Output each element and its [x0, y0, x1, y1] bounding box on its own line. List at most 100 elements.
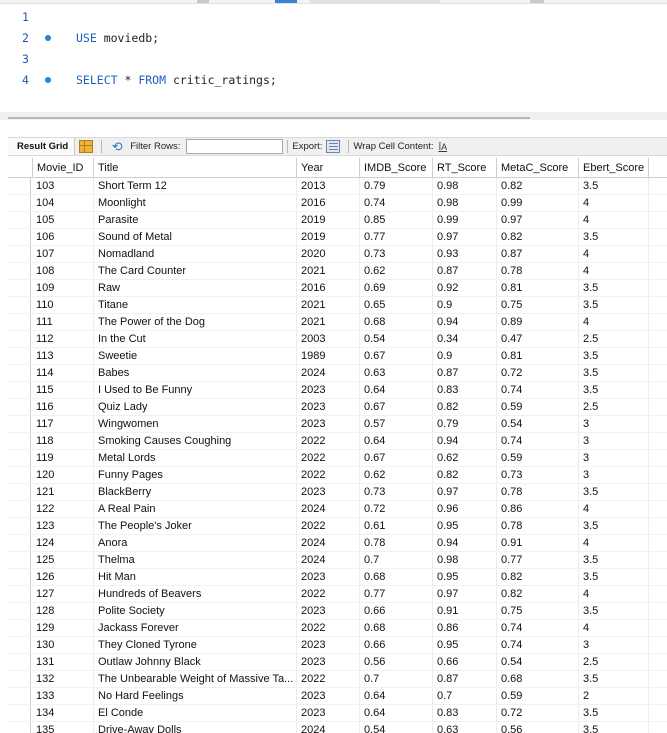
cell-ebert-score[interactable]: 3.5: [579, 569, 649, 585]
cell-movie-id[interactable]: 125: [32, 552, 94, 568]
column-header-year[interactable]: Year: [297, 158, 360, 177]
cell-imdb-score[interactable]: 0.85: [360, 212, 433, 228]
editor-line[interactable]: 3: [0, 50, 600, 68]
cell-metac-score[interactable]: 0.54: [497, 416, 579, 432]
cell-imdb-score[interactable]: 0.77: [360, 229, 433, 245]
cell-title[interactable]: Smoking Causes Coughing: [94, 433, 297, 449]
cell-year[interactable]: 2022: [297, 450, 360, 466]
cell-imdb-score[interactable]: 0.64: [360, 433, 433, 449]
cell-ebert-score[interactable]: 4: [579, 246, 649, 262]
cell-year[interactable]: 2022: [297, 620, 360, 636]
cell-metac-score[interactable]: 0.86: [497, 501, 579, 517]
table-row[interactable]: 110 Titane 2021 0.65 0.9 0.75 3.5: [8, 297, 667, 314]
cell-rt-score[interactable]: 0.83: [433, 705, 497, 721]
cell-year[interactable]: 2019: [297, 229, 360, 245]
cell-metac-score[interactable]: 0.97: [497, 212, 579, 228]
cell-rt-score[interactable]: 0.66: [433, 654, 497, 670]
sql-editor[interactable]: 1 2 USE moviedb; 3 4 SELECT * FROM critic_rat…: [0, 0, 667, 112]
cell-ebert-score[interactable]: 3.5: [579, 229, 649, 245]
cell-rt-score[interactable]: 0.62: [433, 450, 497, 466]
cell-year[interactable]: 2013: [297, 178, 360, 194]
table-row[interactable]: 108 The Card Counter 2021 0.62 0.87 0.78 4: [8, 263, 667, 280]
cell-ebert-score[interactable]: 3: [579, 450, 649, 466]
cell-ebert-score[interactable]: 3: [579, 416, 649, 432]
cell-year[interactable]: 2023: [297, 688, 360, 704]
cell-metac-score[interactable]: 0.74: [497, 382, 579, 398]
cell-ebert-score[interactable]: 2.5: [579, 331, 649, 347]
cell-movie-id[interactable]: 117: [32, 416, 94, 432]
cell-title[interactable]: Quiz Lady: [94, 399, 297, 415]
cell-rt-score[interactable]: 0.94: [433, 433, 497, 449]
cell-rt-score[interactable]: 0.82: [433, 399, 497, 415]
cell-year[interactable]: 1989: [297, 348, 360, 364]
column-header-imdb-score[interactable]: IMDB_Score: [360, 158, 433, 177]
cell-imdb-score[interactable]: 0.79: [360, 178, 433, 194]
cell-imdb-score[interactable]: 0.54: [360, 722, 433, 733]
cell-rt-score[interactable]: 0.87: [433, 365, 497, 381]
cell-metac-score[interactable]: 0.82: [497, 178, 579, 194]
cell-metac-score[interactable]: 0.78: [497, 518, 579, 534]
cell-imdb-score[interactable]: 0.67: [360, 450, 433, 466]
cell-title[interactable]: Moonlight: [94, 195, 297, 211]
table-row[interactable]: 130 They Cloned Tyrone 2023 0.66 0.95 0.74 3: [8, 637, 667, 654]
cell-rt-score[interactable]: 0.86: [433, 620, 497, 636]
table-row[interactable]: 127 Hundreds of Beavers 2022 0.77 0.97 0.82 4: [8, 586, 667, 603]
cell-movie-id[interactable]: 116: [32, 399, 94, 415]
cell-imdb-score[interactable]: 0.68: [360, 620, 433, 636]
table-row[interactable]: 135 Drive-Away Dolls 2024 0.54 0.63 0.56 3.5: [8, 722, 667, 733]
editor-line[interactable]: 4 SELECT * FROM critic_ratings;: [0, 71, 600, 89]
cell-ebert-score[interactable]: 4: [579, 620, 649, 636]
cell-rt-score[interactable]: 0.9: [433, 348, 497, 364]
table-row[interactable]: 107 Nomadland 2020 0.73 0.93 0.87 4: [8, 246, 667, 263]
cell-title[interactable]: Babes: [94, 365, 297, 381]
cell-metac-score[interactable]: 0.74: [497, 637, 579, 653]
cell-title[interactable]: In the Cut: [94, 331, 297, 347]
cell-ebert-score[interactable]: 2.5: [579, 399, 649, 415]
cell-year[interactable]: 2022: [297, 671, 360, 687]
column-header-movie-id[interactable]: Movie_ID: [32, 158, 94, 177]
cell-year[interactable]: 2022: [297, 518, 360, 534]
cell-movie-id[interactable]: 133: [32, 688, 94, 704]
cell-title[interactable]: BlackBerry: [94, 484, 297, 500]
cell-metac-score[interactable]: 0.99: [497, 195, 579, 211]
cell-title[interactable]: Anora: [94, 535, 297, 551]
cell-year[interactable]: 2019: [297, 212, 360, 228]
cell-title[interactable]: Jackass Forever: [94, 620, 297, 636]
table-row[interactable]: 123 The People's Joker 2022 0.61 0.95 0.78 3.5: [8, 518, 667, 535]
cell-metac-score[interactable]: 0.78: [497, 263, 579, 279]
cell-metac-score[interactable]: 0.82: [497, 586, 579, 602]
cell-rt-score[interactable]: 0.97: [433, 484, 497, 500]
table-row[interactable]: 111 The Power of the Dog 2021 0.68 0.94 0.89 4: [8, 314, 667, 331]
cell-rt-score[interactable]: 0.97: [433, 586, 497, 602]
cell-movie-id[interactable]: 131: [32, 654, 94, 670]
cell-year[interactable]: 2023: [297, 484, 360, 500]
cell-rt-score[interactable]: 0.95: [433, 569, 497, 585]
cell-rt-score[interactable]: 0.7: [433, 688, 497, 704]
cell-imdb-score[interactable]: 0.68: [360, 314, 433, 330]
cell-ebert-score[interactable]: 3: [579, 637, 649, 653]
cell-year[interactable]: 2023: [297, 705, 360, 721]
cell-ebert-score[interactable]: 3.5: [579, 671, 649, 687]
cell-ebert-score[interactable]: 2: [579, 688, 649, 704]
table-row[interactable]: 121 BlackBerry 2023 0.73 0.97 0.78 3.5: [8, 484, 667, 501]
cell-title[interactable]: The Unbearable Weight of Massive Ta...: [94, 671, 297, 687]
column-header-ebert-score[interactable]: Ebert_Score: [579, 158, 649, 177]
column-header-rt-score[interactable]: RT_Score: [433, 158, 497, 177]
cell-title[interactable]: Sweetie: [94, 348, 297, 364]
cell-movie-id[interactable]: 122: [32, 501, 94, 517]
cell-title[interactable]: A Real Pain: [94, 501, 297, 517]
cell-movie-id[interactable]: 106: [32, 229, 94, 245]
cell-metac-score[interactable]: 0.91: [497, 535, 579, 551]
cell-ebert-score[interactable]: 3.5: [579, 705, 649, 721]
cell-imdb-score[interactable]: 0.68: [360, 569, 433, 585]
cell-rt-score[interactable]: 0.63: [433, 722, 497, 733]
cell-imdb-score[interactable]: 0.64: [360, 705, 433, 721]
refresh-icon[interactable]: ⟲: [111, 139, 123, 154]
cell-rt-score[interactable]: 0.93: [433, 246, 497, 262]
cell-ebert-score[interactable]: 3.5: [579, 178, 649, 194]
cell-imdb-score[interactable]: 0.69: [360, 280, 433, 296]
cell-metac-score[interactable]: 0.72: [497, 365, 579, 381]
cell-metac-score[interactable]: 0.59: [497, 688, 579, 704]
cell-ebert-score[interactable]: 4: [579, 314, 649, 330]
cell-movie-id[interactable]: 108: [32, 263, 94, 279]
